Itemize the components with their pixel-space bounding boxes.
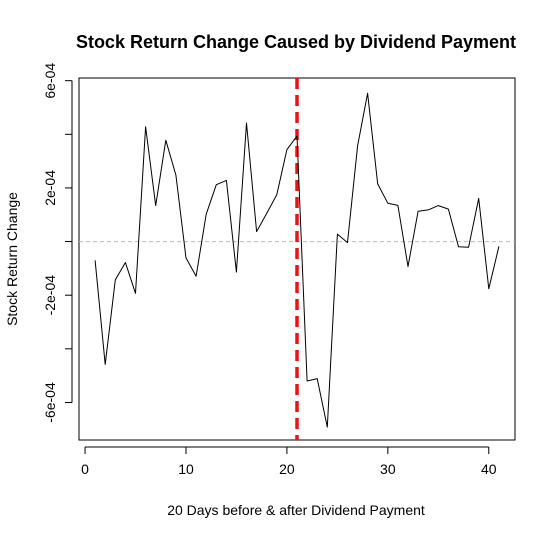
y-tick-label: 2e-04: [42, 170, 58, 206]
y-tick-label: -2e-04: [42, 275, 58, 316]
chart-title: Stock Return Change Caused by Dividend P…: [76, 32, 516, 52]
reference-lines: [79, 78, 515, 440]
x-axis: 0 10 20 30 40: [81, 446, 497, 477]
y-tick-label: 6e-04: [42, 63, 58, 99]
x-tick-label: 0: [81, 461, 89, 477]
x-tick-label: 40: [481, 461, 497, 477]
x-tick-label: 30: [380, 461, 396, 477]
y-axis-label: Stock Return Change: [4, 192, 20, 326]
x-tick-label: 20: [279, 461, 295, 477]
y-tick-label: -6e-04: [42, 382, 58, 423]
return-change-line: [94, 92, 500, 428]
x-tick-label: 10: [178, 461, 194, 477]
y-axis: -6e-04 -2e-04 2e-04 6e-04: [42, 63, 73, 423]
data-series: [94, 92, 500, 428]
x-axis-label: 20 Days before & after Dividend Payment: [167, 502, 425, 518]
